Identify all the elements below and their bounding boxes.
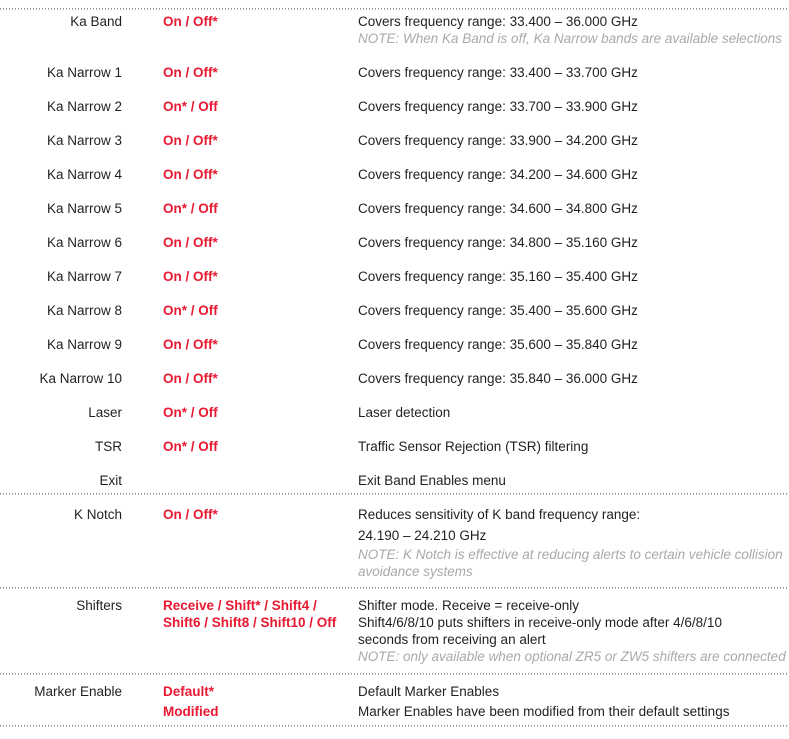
setting-options: On / Off* xyxy=(163,507,218,522)
setting-description: Covers frequency range: 34.800 – 35.160 … xyxy=(358,235,638,250)
row-ka-narrow-6: Ka Narrow 6 On / Off* Covers frequency r… xyxy=(0,234,789,251)
dotted-divider xyxy=(0,587,789,589)
section-shifters: Shifters Receive / Shift* / Shift4 / Shi… xyxy=(0,589,789,673)
setting-description: Covers frequency range: 33.900 – 34.200 … xyxy=(358,133,638,148)
setting-options: On* / Off xyxy=(163,99,218,114)
setting-options: On* / Off xyxy=(163,405,218,420)
setting-description: Traffic Sensor Rejection (TSR) filtering xyxy=(358,439,589,454)
dotted-divider xyxy=(0,673,789,675)
setting-options: On / Off* xyxy=(163,65,218,80)
setting-description: Covers frequency range: 35.400 – 35.600 … xyxy=(358,303,638,318)
row-ka-narrow-1: Ka Narrow 1 On / Off* Covers frequency r… xyxy=(0,64,789,81)
row-exit: Exit Exit Band Enables menu xyxy=(0,472,789,489)
row-laser: Laser On* / Off Laser detection xyxy=(0,404,789,421)
setting-options: On* / Off xyxy=(163,439,218,454)
setting-options: On / Off* xyxy=(163,337,218,352)
row-ka-narrow-3: Ka Narrow 3 On / Off* Covers frequency r… xyxy=(0,132,789,149)
setting-options: On / Off* xyxy=(163,235,218,250)
setting-description: Covers frequency range: 35.160 – 35.400 … xyxy=(358,269,638,284)
setting-description: Covers frequency range: 34.200 – 34.600 … xyxy=(358,167,638,182)
setting-label: Ka Band xyxy=(70,14,122,29)
row-ka-narrow-9: Ka Narrow 9 On / Off* Covers frequency r… xyxy=(0,336,789,353)
row-marker-modified: Modified Marker Enables have been modifi… xyxy=(0,703,789,720)
options-line: Shift6 / Shift8 / Shift10 / Off xyxy=(163,615,337,630)
row-ka-narrow-7: Ka Narrow 7 On / Off* Covers frequency r… xyxy=(0,268,789,285)
setting-label: K Notch xyxy=(73,507,122,522)
row-ka-narrow-4: Ka Narrow 4 On / Off* Covers frequency r… xyxy=(0,166,789,183)
setting-description: Covers frequency range: 34.600 – 34.800 … xyxy=(358,201,638,216)
setting-label: Ka Narrow 5 xyxy=(46,201,122,216)
description-note: NOTE: When Ka Band is off, Ka Narrow ban… xyxy=(358,31,782,46)
setting-options: On* / Off xyxy=(163,201,218,216)
row-tsr: TSR On* / Off Traffic Sensor Rejection (… xyxy=(0,438,789,455)
description-note: NOTE: K Notch is effective at reducing a… xyxy=(358,547,783,579)
description-text: Reduces sensitivity of K band frequency … xyxy=(358,507,641,522)
setting-label: Marker Enable xyxy=(34,684,122,699)
setting-options: Modified xyxy=(163,704,219,719)
setting-options: On / Off* xyxy=(163,167,218,182)
options-line: Receive / Shift* / Shift4 / xyxy=(163,598,317,613)
setting-label: Ka Narrow 7 xyxy=(46,269,122,284)
setting-options: Receive / Shift* / Shift4 / Shift6 / Shi… xyxy=(163,597,358,631)
description-text: Covers frequency range: 33.400 – 36.000 … xyxy=(358,14,638,29)
setting-label: Ka Narrow 6 xyxy=(46,235,122,250)
setting-options: On / Off* xyxy=(163,269,218,284)
description-text: Shift4/6/8/10 puts shifters in receive-o… xyxy=(358,615,722,630)
setting-description: Reduces sensitivity of K band frequency … xyxy=(358,504,789,580)
setting-description: Covers frequency range: 35.840 – 36.000 … xyxy=(358,371,638,386)
description-text: 24.190 – 24.210 GHz xyxy=(358,528,487,543)
section-k-notch: K Notch On / Off* Reduces sensitivity of… xyxy=(0,495,789,587)
row-ka-narrow-8: Ka Narrow 8 On* / Off Covers frequency r… xyxy=(0,302,789,319)
setting-description: Covers frequency range: 33.700 – 33.900 … xyxy=(358,99,638,114)
dotted-divider xyxy=(0,8,789,10)
row-ka-band: Ka Band On / Off* Covers frequency range… xyxy=(0,13,789,47)
setting-description: Marker Enables have been modified from t… xyxy=(358,704,730,719)
section-band-enables: Ka Band On / Off* Covers frequency range… xyxy=(0,10,789,493)
description-text: Shifter mode. Receive = receive-only xyxy=(358,598,579,613)
setting-options: On / Off* xyxy=(163,14,218,29)
setting-label: Ka Narrow 2 xyxy=(46,99,122,114)
setting-label: Ka Narrow 8 xyxy=(46,303,122,318)
setting-description: Covers frequency range: 33.400 – 36.000 … xyxy=(358,13,789,47)
dotted-divider xyxy=(0,493,789,495)
description-text: seconds from receiving an alert xyxy=(358,632,546,647)
setting-options: Default* xyxy=(163,684,215,699)
setting-options: On* / Off xyxy=(163,303,218,318)
setting-label: Ka Narrow 3 xyxy=(46,133,122,148)
setting-description: Exit Band Enables menu xyxy=(358,473,506,488)
setting-description: Covers frequency range: 35.600 – 35.840 … xyxy=(358,337,638,352)
row-shifters: Shifters Receive / Shift* / Shift4 / Shi… xyxy=(0,597,789,665)
setting-label: Ka Narrow 10 xyxy=(39,371,122,386)
setting-options: On / Off* xyxy=(163,133,218,148)
row-ka-narrow-10: Ka Narrow 10 On / Off* Covers frequency … xyxy=(0,370,789,387)
dotted-divider xyxy=(0,725,789,727)
setting-label: Laser xyxy=(88,405,122,420)
row-ka-narrow-5: Ka Narrow 5 On* / Off Covers frequency r… xyxy=(0,200,789,217)
row-k-notch: K Notch On / Off* Reduces sensitivity of… xyxy=(0,504,789,580)
setting-description: Shifter mode. Receive = receive-only Shi… xyxy=(358,597,789,665)
setting-label: Ka Narrow 4 xyxy=(46,167,122,182)
setting-description: Default Marker Enables xyxy=(358,684,500,699)
setting-label: Exit xyxy=(99,473,122,488)
setting-label: Shifters xyxy=(76,598,122,613)
setting-description: Covers frequency range: 33.400 – 33.700 … xyxy=(358,65,638,80)
setting-label: Ka Narrow 1 xyxy=(46,65,122,80)
setting-description: Laser detection xyxy=(358,405,451,420)
description-note: NOTE: only available when optional ZR5 o… xyxy=(358,649,786,664)
row-ka-narrow-2: Ka Narrow 2 On* / Off Covers frequency r… xyxy=(0,98,789,115)
setting-label: TSR xyxy=(95,439,122,454)
section-marker-enable: Marker Enable Default* Default Marker En… xyxy=(0,675,789,725)
setting-label: Ka Narrow 9 xyxy=(46,337,122,352)
setting-options: On / Off* xyxy=(163,371,218,386)
row-marker-default: Marker Enable Default* Default Marker En… xyxy=(0,683,789,700)
